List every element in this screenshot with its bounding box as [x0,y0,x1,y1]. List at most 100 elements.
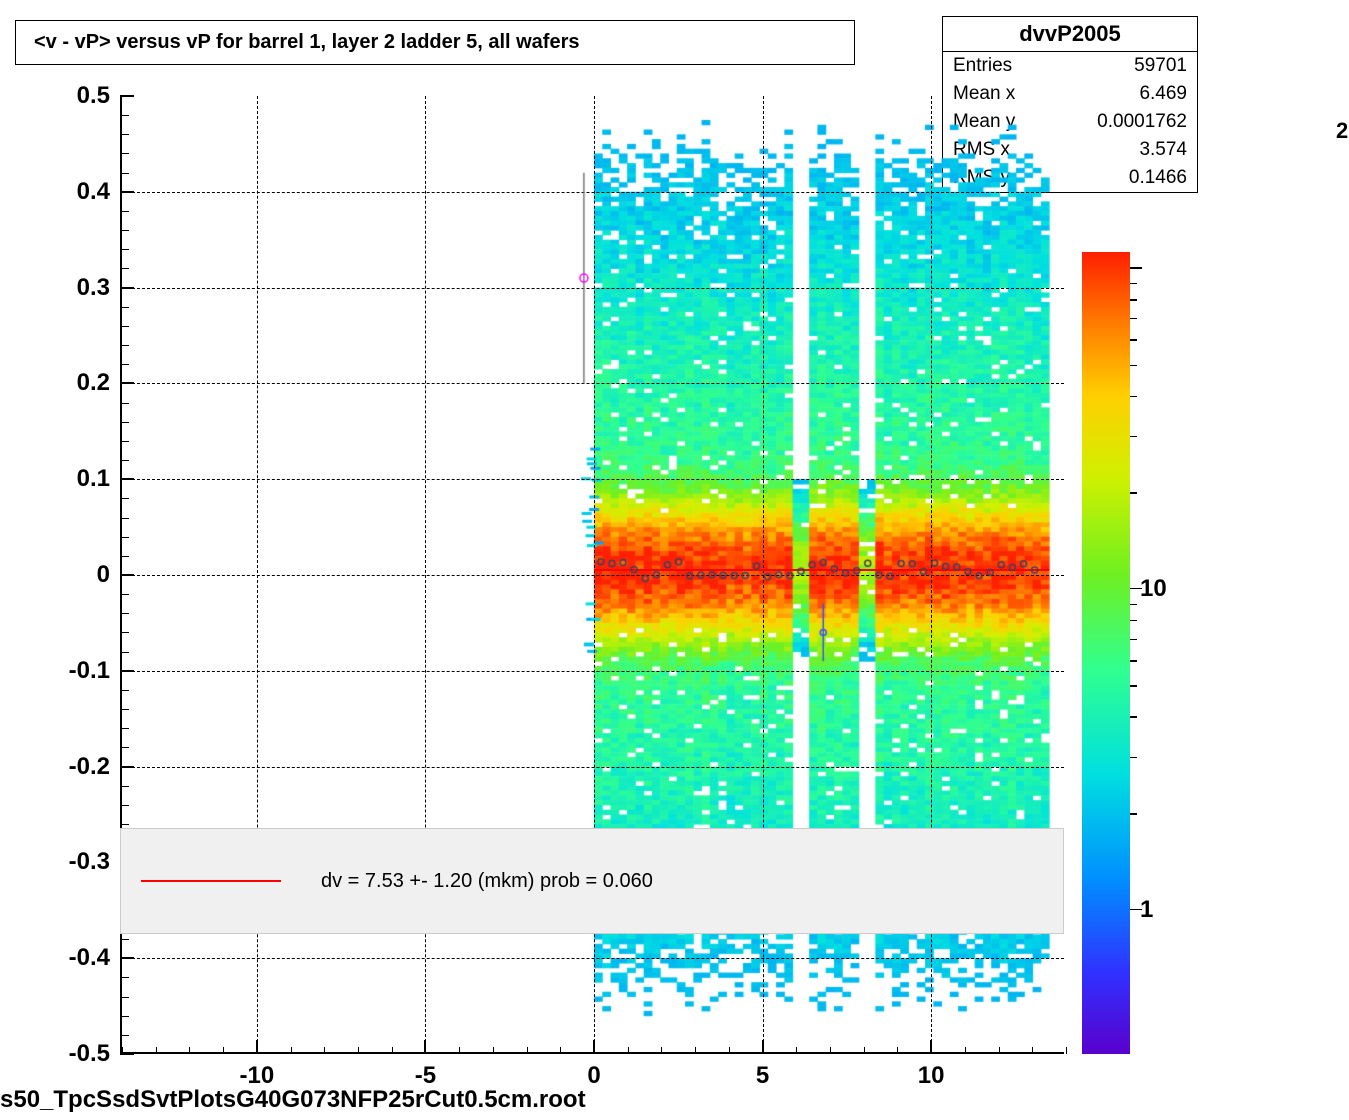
x-axis-tick [256,1040,258,1054]
y-axis-minor-tick [122,556,129,557]
y-axis-minor-tick [122,518,129,519]
y-axis-minor-tick [122,230,129,231]
y-axis-minor-tick [122,345,129,346]
colorbar-tick-label: 10 [1140,575,1167,603]
colorbar-minor-tick [1130,716,1137,718]
y-axis-minor-tick [122,460,129,461]
colorbar-tick [1130,909,1142,911]
x-axis-minor-tick [830,1047,831,1054]
y-axis-tick [120,382,134,384]
y-axis-minor-tick [122,613,129,614]
y-axis-minor-tick [122,441,129,442]
colorbar-tick-label: 1 [1140,896,1153,924]
y-axis-minor-tick [122,1016,129,1017]
y-axis-minor-tick [122,307,129,308]
y-axis-minor-tick [122,249,129,250]
y-axis-minor-tick [122,997,129,998]
y-axis-minor-tick [122,268,129,269]
y-axis-minor-tick [122,632,129,633]
stats-title: dvvP2005 [943,17,1197,52]
y-axis-minor-tick [122,805,129,806]
y-axis-minor-tick [122,498,129,499]
colorbar-minor-tick [1130,757,1137,759]
y-axis-minor-tick [122,134,129,135]
fit-legend-box: dv = 7.53 +- 1.20 (mkm) prob = 0.060 [120,828,1064,934]
y-axis-tick [120,574,134,576]
x-axis-minor-tick [291,1047,292,1054]
colorbar-minor-tick [1130,365,1137,367]
colorbar-tick [1130,267,1142,269]
x-axis-minor-tick [493,1047,494,1054]
x-axis-minor-tick [661,1047,662,1054]
y-axis-tick [120,191,134,193]
x-axis-minor-tick [1032,1047,1033,1054]
x-axis-minor-tick [628,1047,629,1054]
y-axis-minor-tick [122,173,129,174]
fit-legend-text: dv = 7.53 +- 1.20 (mkm) prob = 0.060 [321,870,653,893]
y-axis-minor-tick [122,824,129,825]
colorbar-minor-tick [1130,620,1137,622]
x-axis-tick-label: 0 [587,1062,600,1090]
footer-filename: s50_TpcSsdSvtPlotsG40G073NFP25rCut0.5cm.… [0,1086,586,1114]
y-axis-minor-tick [122,537,129,538]
x-axis-tick [762,1040,764,1054]
y-axis-minor-tick [122,115,129,116]
y-axis-tick [120,287,134,289]
x-axis-minor-tick [459,1047,460,1054]
colorbar-tick [1130,588,1142,590]
y-axis-tick-label: 0.4 [77,178,110,206]
x-axis-minor-tick [324,1047,325,1054]
y-axis-minor-tick [122,422,129,423]
colorbar-minor-tick [1130,318,1137,320]
y-axis-tick-label: 0.5 [77,82,110,110]
stats-value: 0.1466 [1129,167,1187,189]
y-axis-tick-label: -0.5 [69,1040,110,1068]
colorbar-exp-fragment: 2 [1336,118,1348,144]
y-axis-minor-tick [122,786,129,787]
y-axis-minor-tick [122,939,129,940]
colorbar-minor-tick [1130,396,1137,398]
colorbar-minor-tick [1130,299,1137,301]
y-axis-tick-label: -0.1 [69,657,110,685]
x-axis-minor-tick [358,1047,359,1054]
y-axis-minor-tick [122,1035,129,1036]
y-axis-minor-tick [122,652,129,653]
y-axis-minor-tick [122,594,129,595]
y-axis-tick-label: -0.4 [69,944,110,972]
x-axis-tick [930,1040,932,1054]
y-axis-minor-tick [122,364,129,365]
colorbar: 110 [1082,252,1130,1054]
colorbar-minor-tick [1130,604,1137,606]
colorbar-minor-tick [1130,639,1137,641]
y-axis-tick [120,95,134,97]
x-axis-tick-label: 5 [756,1062,769,1090]
x-axis-minor-tick [897,1047,898,1054]
y-axis-minor-tick [122,690,129,691]
x-axis-tick [424,1040,426,1054]
y-axis-minor-tick [122,326,129,327]
x-axis-minor-tick [965,1047,966,1054]
y-axis-tick-label: -0.2 [69,753,110,781]
x-axis-minor-tick [999,1047,1000,1054]
y-axis-minor-tick [122,747,129,748]
stats-value: 0.0001762 [1097,111,1187,133]
y-axis-minor-tick [122,211,129,212]
y-axis-tick-label: 0.1 [77,465,110,493]
stats-value: 59701 [1134,55,1187,77]
colorbar-minor-tick [1130,685,1137,687]
stats-label: Entries [953,55,1012,77]
y-axis-tick [120,957,134,959]
chart-title-box: <v - vP> versus vP for barrel 1, layer 2… [15,20,855,65]
chart-title: <v - vP> versus vP for barrel 1, layer 2… [34,31,580,53]
colorbar-canvas [1082,252,1130,1054]
y-axis-minor-tick [122,153,129,154]
colorbar-minor-tick [1130,436,1137,438]
stats-row: Entries 59701 [943,52,1197,80]
colorbar-minor-tick [1130,813,1137,815]
y-axis-minor-tick [122,977,129,978]
x-axis-minor-tick [527,1047,528,1054]
x-axis-minor-tick [796,1047,797,1054]
y-axis-tick [120,478,134,480]
y-axis-minor-tick [122,403,129,404]
y-axis-minor-tick [122,709,129,710]
